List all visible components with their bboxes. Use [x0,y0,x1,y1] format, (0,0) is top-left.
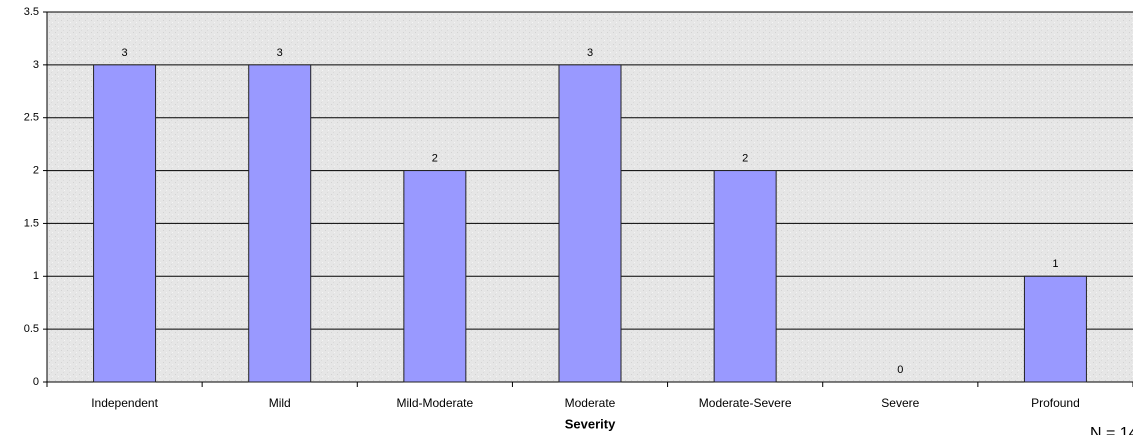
data-label: 1 [1052,258,1058,270]
y-tick-label: 0.5 [24,323,39,335]
annotation: N = 14 [1090,425,1133,435]
bar [93,64,157,383]
bar [713,170,777,383]
y-tick-label: 3 [33,59,39,71]
data-label: 2 [742,152,748,164]
x-axis-title: Severity [565,416,616,431]
data-label: 3 [277,47,283,59]
y-tick-label: 1.5 [24,217,39,229]
x-tick-label: Moderate-Severe [699,396,792,410]
data-label: 2 [432,152,438,164]
y-tick-label: 3.5 [24,6,39,18]
x-tick-label: Severe [881,396,919,410]
x-tick-label: Independent [91,396,158,410]
y-tick-label: 1 [33,270,39,282]
x-tick-label: Moderate [565,396,616,410]
data-label: 0 [897,364,903,376]
bar [403,170,467,383]
y-tick-label: 2 [33,164,39,176]
x-tick-label: Mild-Moderate [397,396,474,410]
y-tick-label: 2.5 [24,112,39,124]
bar [558,64,622,383]
bar [1023,275,1087,383]
data-label: 3 [587,47,593,59]
x-tick-label: Mild [269,396,291,410]
bar [248,64,312,383]
y-tick-label: 0 [33,376,39,388]
x-tick-label: Profound [1031,396,1080,410]
data-label: 3 [122,47,128,59]
